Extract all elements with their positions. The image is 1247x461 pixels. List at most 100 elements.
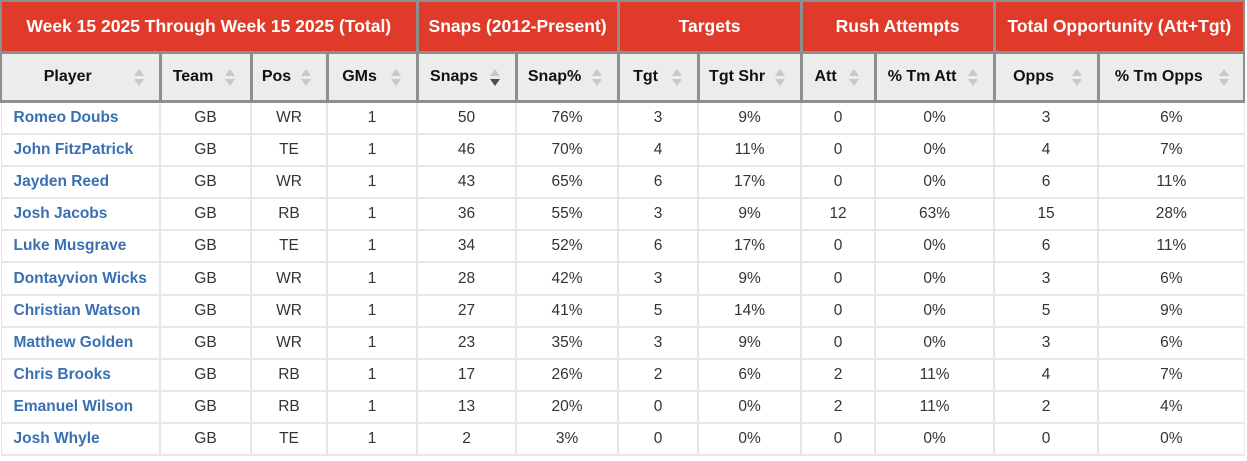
tgt-shr-cell: 6% [697,357,803,392]
gms-cell: 1 [325,100,419,136]
team-cell: GB [159,357,252,392]
column-header-inner: Pos [253,68,326,86]
sort-asc-icon [592,68,603,76]
column-header-player[interactable]: Player [0,51,162,103]
pos-cell: WR [250,325,328,360]
column-header-snaps[interactable]: Snaps [415,51,518,103]
tm-att-pct-cell: 0% [874,293,996,328]
snap-pct-cell: 42% [515,261,620,296]
team-cell: GB [159,261,252,296]
snaps-cell: 2 [416,421,518,457]
column-header-team[interactable]: Team [158,51,253,103]
tgt-shr-cell: 9% [697,197,803,232]
sort-asc-icon [490,68,501,76]
tm-opps-pct-cell: 6% [1097,100,1245,136]
snaps-cell: 28 [416,261,518,296]
player-cell: Chris Brooks [0,357,161,392]
column-header-inner: Att [803,68,874,86]
pos-cell: WR [250,261,328,296]
tm-att-pct-cell: 0% [874,100,996,136]
player-link[interactable]: Josh Jacobs [13,205,108,223]
table-body: Romeo Doubs GB WR 1 50 76% 3 9% 0 0% 3 6% John FitzP… [0,100,1245,457]
player-link[interactable]: Luke Musgrave [13,237,127,255]
column-header-att[interactable]: Att [799,51,877,103]
pos-cell: TE [250,229,328,264]
opps-cell: 3 [993,325,1100,360]
tgt-cell: 5 [617,293,700,328]
column-header-opps[interactable]: Opps [992,51,1100,103]
tgt-cell: 0 [617,421,700,457]
sort-desc-icon [391,78,402,86]
opps-cell: 4 [993,133,1100,168]
group-header-total-opportunity-att-tgt: Total Opportunity (Att+Tgt) [992,0,1246,54]
column-header-tm-att[interactable]: % Tm Att [873,51,996,103]
pos-cell: RB [250,197,328,232]
column-header-tm-opps[interactable]: % Tm Opps [1096,51,1246,103]
column-header-inner: Snaps [419,68,515,86]
tm-opps-pct-cell: 7% [1097,357,1245,392]
tm-opps-pct-cell: 6% [1097,261,1245,296]
pos-cell: WR [250,293,328,328]
pos-cell: WR [250,165,328,200]
sort-desc-icon [1218,78,1229,86]
column-header-inner: GMs [329,68,416,86]
snap-pct-cell: 3% [515,421,620,457]
player-link[interactable]: Emanuel Wilson [13,397,134,415]
column-header-snap[interactable]: Snap% [514,51,620,103]
column-header-pos[interactable]: Pos [249,51,329,103]
sort-arrows-icon [134,68,145,86]
snap-pct-cell: 35% [515,325,620,360]
column-header-tgt[interactable]: Tgt [616,51,700,103]
pos-cell: TE [250,133,328,168]
tm-att-pct-cell: 11% [874,357,996,392]
table-row: Josh Whyle GB TE 1 2 3% 0 0% 0 0% 0 0% [0,421,1245,457]
snap-pct-cell: 76% [515,100,620,136]
snap-pct-cell: 41% [515,293,620,328]
sort-desc-icon [672,78,683,86]
snaps-cell: 27 [416,293,518,328]
sort-desc-icon [225,78,235,86]
player-link[interactable]: Dontayvion Wicks [13,269,147,287]
player-cell: John FitzPatrick [0,133,161,168]
tgt-shr-cell: 17% [697,165,803,200]
column-label: Opps [1013,68,1054,85]
tm-opps-pct-cell: 11% [1097,165,1245,200]
sort-asc-icon [391,68,402,76]
sort-desc-icon [134,78,144,86]
player-link[interactable]: Chris Brooks [13,365,111,383]
gms-cell: 1 [325,197,419,232]
column-header-tgt-shr[interactable]: Tgt Shr [696,51,803,103]
column-label: Pos [261,68,292,85]
column-label: % Tm Att [887,68,957,85]
sort-desc-icon [1072,78,1083,86]
tgt-cell: 0 [617,389,700,424]
sort-arrows-icon [775,68,786,86]
column-header-gms[interactable]: GMs [325,51,419,103]
player-link[interactable]: Romeo Doubs [13,109,119,127]
sort-asc-icon [1218,68,1229,76]
column-header-inner: Team [162,68,250,86]
att-cell: 2 [800,389,877,424]
player-link[interactable]: Jayden Reed [13,173,110,191]
tm-opps-pct-cell: 4% [1097,389,1245,424]
tgt-shr-cell: 0% [697,389,803,424]
player-link[interactable]: John FitzPatrick [13,141,134,159]
column-header-inner: % Tm Att [877,68,993,86]
pos-cell: RB [250,357,328,392]
tm-att-pct-cell: 0% [874,261,996,296]
att-cell: 0 [800,100,877,136]
sort-desc-icon [775,78,786,86]
tm-att-pct-cell: 11% [874,389,996,424]
tm-att-pct-cell: 63% [874,197,996,232]
snap-pct-cell: 26% [515,357,620,392]
player-link[interactable]: Christian Watson [13,301,141,319]
sort-asc-icon [849,68,860,76]
table-row: Christian Watson GB WR 1 27 41% 5 14% 0 0% 5 9% [0,293,1245,328]
opps-cell: 4 [993,357,1100,392]
player-link[interactable]: Josh Whyle [13,429,100,447]
opps-cell: 3 [993,261,1100,296]
att-cell: 2 [800,357,877,392]
gms-cell: 1 [325,229,419,264]
player-link[interactable]: Matthew Golden [13,333,134,351]
column-label: Att [814,68,837,85]
